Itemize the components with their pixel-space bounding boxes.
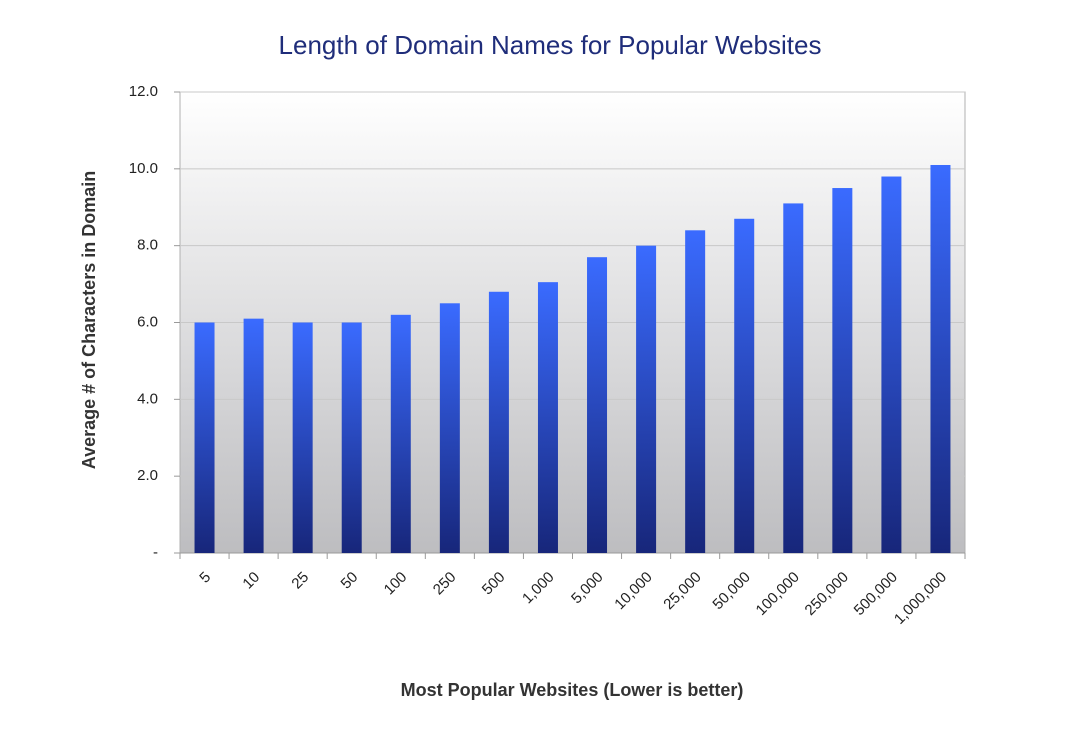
y-axis-label: Average # of Characters in Domain: [79, 171, 99, 469]
bar: [832, 188, 853, 553]
y-tick-label: -: [153, 544, 158, 561]
bar: [930, 164, 951, 553]
x-tick-label: 5,000: [568, 569, 607, 608]
y-tick-label: 4.0: [137, 390, 158, 407]
bar: [488, 291, 509, 553]
y-tick-label: 10.0: [129, 160, 158, 177]
bar: [783, 203, 804, 554]
x-tick-label: 10: [239, 569, 263, 593]
bar: [243, 318, 264, 553]
bar: [194, 322, 215, 553]
x-tick-label: 10,000: [611, 569, 655, 613]
chart-title: Length of Domain Names for Popular Websi…: [279, 30, 822, 60]
y-tick-label: 12.0: [129, 83, 158, 100]
x-tick-label: 50,000: [709, 569, 753, 613]
bar: [685, 230, 706, 554]
x-tick-label: 250,000: [802, 569, 852, 619]
y-tick-label: 6.0: [137, 313, 158, 330]
x-tick-label: 500: [479, 569, 509, 599]
x-tick-label: 250: [430, 569, 460, 599]
bar: [537, 282, 558, 553]
x-tick-label: 5: [196, 569, 214, 587]
x-tick-label: 500,000: [851, 569, 901, 619]
x-tick-label: 1,000,000: [891, 569, 950, 628]
bar: [390, 314, 411, 553]
x-tick-label: 100: [381, 569, 411, 599]
x-tick-label: 100,000: [753, 569, 803, 619]
bar: [587, 257, 608, 553]
x-tick-label: 1,000: [519, 569, 558, 608]
bar: [734, 218, 755, 553]
y-tick-label: 2.0: [137, 467, 158, 484]
bar: [636, 245, 657, 553]
x-tick-label: 25: [288, 569, 312, 593]
x-tick-label: 25,000: [660, 569, 704, 613]
y-tick-label: 8.0: [137, 237, 158, 254]
bar: [292, 322, 313, 553]
bar: [881, 176, 902, 553]
x-axis-label: Most Popular Websites (Lower is better): [401, 680, 744, 700]
x-tick-label: 50: [338, 569, 362, 593]
bar: [341, 322, 362, 553]
bar: [439, 303, 460, 553]
